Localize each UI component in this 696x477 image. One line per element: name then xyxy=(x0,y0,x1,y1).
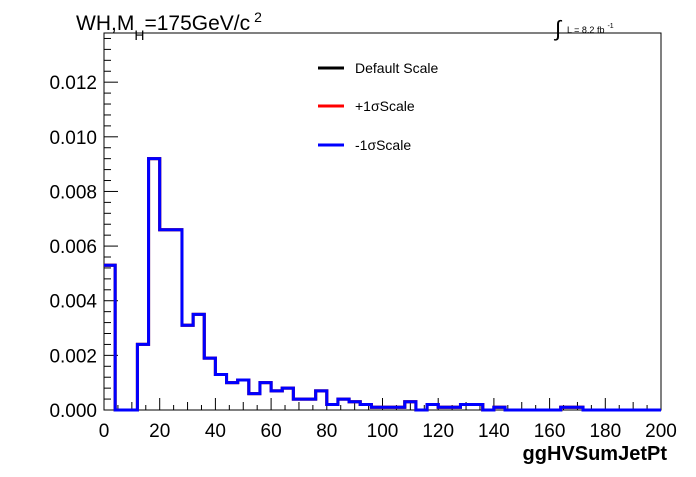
legend-label: +1σScale xyxy=(355,98,415,114)
x-tick-label: 200 xyxy=(645,421,677,442)
x-tick-label: 160 xyxy=(534,421,566,442)
y-tick-label: 0.010 xyxy=(49,128,97,149)
series-line-1 xyxy=(104,157,661,412)
x-tick-label: 100 xyxy=(367,421,399,442)
plot-frame xyxy=(103,32,662,411)
legend-label: Default Scale xyxy=(355,60,438,76)
lumi-integral-symbol: ∫ xyxy=(553,16,563,41)
lumi-label: L = 8.2 fb -1 xyxy=(567,23,614,35)
y-tick-label: 0.006 xyxy=(49,237,97,258)
x-tick-label: 180 xyxy=(589,421,621,442)
series-group xyxy=(104,157,661,412)
y-tick-label: 0.004 xyxy=(49,292,97,313)
y-tick-label: 0.012 xyxy=(49,73,97,94)
y-tick-label: 0.008 xyxy=(49,182,97,203)
x-axis-tick-labels: 0 20 40 60 80 100 120 140 160 180 200 xyxy=(99,421,677,442)
x-tick-label: 60 xyxy=(261,421,282,442)
series-line-2 xyxy=(104,157,661,412)
x-axis-label: ggHVSumJetPt xyxy=(523,443,668,465)
x-tick-label: 20 xyxy=(149,421,170,442)
x-tick-label: 0 xyxy=(99,421,110,442)
y-tick-label: 0.002 xyxy=(49,346,97,367)
series-line-0 xyxy=(104,157,661,412)
y-tick-label: 0.000 xyxy=(49,401,97,422)
chart-title: WH,MH=175GeV/c 2 xyxy=(76,9,262,43)
y-axis-tick-labels: 0.000 0.002 0.004 0.006 0.008 0.010 0.012 xyxy=(49,73,97,422)
x-tick-label: 120 xyxy=(422,421,454,442)
legend: Default Scale +1σScale -1σScale xyxy=(318,60,438,153)
legend-label: -1σScale xyxy=(355,137,411,153)
x-tick-label: 140 xyxy=(478,421,510,442)
x-tick-label: 80 xyxy=(316,421,337,442)
x-tick-label: 40 xyxy=(205,421,226,442)
